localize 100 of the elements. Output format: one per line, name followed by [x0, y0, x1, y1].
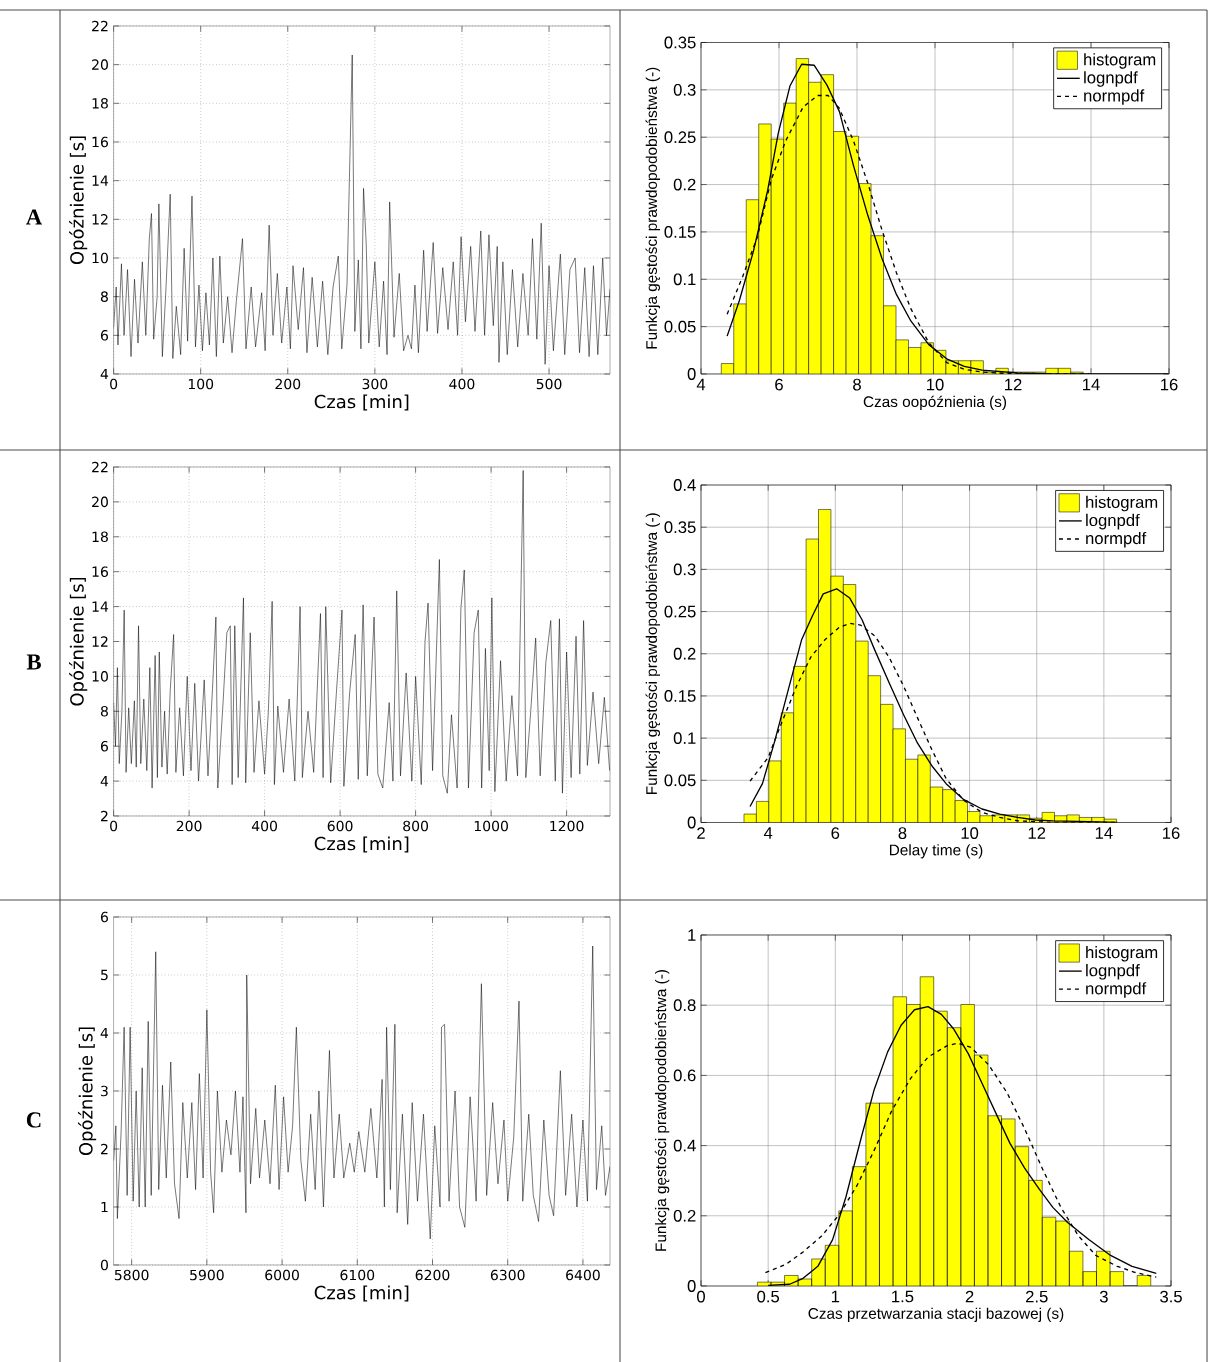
y-tick-label: 0	[687, 368, 696, 380]
x-tick-label: 16	[1161, 378, 1178, 391]
y-tick-label: 0.3	[673, 563, 696, 576]
y-tick-label: 0.6	[673, 1069, 696, 1082]
x-tick-label: 5800	[114, 1269, 149, 1281]
x-tick-label: 5900	[190, 1269, 224, 1281]
y-tick-label: 18	[92, 98, 108, 109]
y-tick-label: 3	[101, 1085, 108, 1097]
legend-label: lognpdf	[1086, 513, 1140, 530]
x-tick-label: 6300	[490, 1269, 525, 1281]
x-tick-label: 10	[961, 827, 979, 840]
x-tick-label: 6200	[415, 1269, 450, 1281]
y-tick-label: 4	[100, 1027, 109, 1039]
legend-label: lognpdf	[1086, 964, 1140, 980]
x-tick-label: 4	[696, 378, 706, 391]
legend-label: histogram	[1086, 495, 1158, 512]
y-tick-label: 0.1	[673, 273, 696, 286]
y-tick-label: 4	[100, 775, 109, 787]
x-tick-label: 8	[898, 827, 907, 840]
y-tick-label: 0.2	[673, 178, 696, 191]
x-axis-title: Czas oopóźnienia (s)	[863, 395, 1007, 411]
y-tick-label: 6	[100, 740, 108, 752]
text: C	[26, 1112, 41, 1128]
x-tick-label: 1	[831, 1290, 840, 1303]
legend-label: histogram	[1086, 945, 1158, 962]
x-tick-label: 3	[1099, 1290, 1108, 1303]
y-tick-label: 0.2	[673, 647, 696, 660]
y-axis-title: Opóźnienie [s]	[69, 577, 88, 706]
x-tick-label: 12	[1005, 378, 1022, 391]
text: A	[26, 209, 43, 225]
legend-label: lognpdf	[1084, 71, 1138, 87]
x-tick-label: 6	[831, 827, 840, 840]
x-tick-label: 400	[449, 378, 475, 390]
legend-label: normpdf	[1084, 89, 1145, 105]
y-axis-title: Opóźnienie [s]	[77, 1027, 97, 1156]
y-tick-label: 0.25	[664, 605, 696, 618]
x-tick-label: 0.5	[757, 1290, 780, 1303]
y-tick-label: 0.8	[673, 999, 696, 1012]
y-tick-label: 6	[100, 911, 108, 923]
x-tick-label: 6400	[566, 1269, 600, 1281]
y-tick-label: 12	[92, 214, 108, 225]
y-tick-label: 0.15	[664, 226, 696, 238]
x-tick-label: 6100	[340, 1269, 375, 1281]
x-tick-label: 0	[110, 378, 118, 390]
y-tick-label: 0.05	[664, 774, 696, 787]
y-tick-label: 10	[92, 252, 108, 264]
x-tick-label: 2	[965, 1290, 974, 1303]
x-axis-title: Czas przetwarzania stacji bazowej (s)	[808, 1307, 1064, 1322]
y-tick-label: 0.35	[664, 36, 696, 49]
y-tick-label: 22	[92, 20, 108, 32]
y-tick-label: 0	[687, 1280, 696, 1292]
x-axis-title: Czas [min]	[314, 836, 409, 853]
y-tick-label: 20	[92, 496, 108, 508]
x-tick-label: 400	[251, 820, 278, 832]
y-tick-label: 16	[92, 566, 108, 577]
x-tick-label: 16	[1163, 827, 1180, 840]
y-axis-title: Funkcja gęstości prawdopodobieństwa (-)	[645, 67, 661, 349]
y-tick-label: 18	[92, 531, 108, 543]
y-axis-title: Funkcja gęstości prawdopodobieństwa (-)	[645, 513, 661, 794]
legend-label: histogram	[1084, 53, 1156, 69]
legend-label: normpdf	[1086, 531, 1147, 548]
x-axis-title: Delay time (s)	[889, 844, 983, 859]
y-tick-label: 8	[100, 705, 108, 717]
x-tick-label: 2	[697, 827, 705, 839]
y-axis-title: Opóźnienie [s]	[69, 136, 88, 265]
y-tick-label: 20	[92, 59, 108, 70]
y-tick-label: 10	[92, 671, 108, 682]
x-tick-label: 6000	[265, 1269, 299, 1281]
x-tick-label: 1000	[474, 820, 508, 832]
y-tick-label: 4	[100, 368, 109, 380]
y-tick-label: 5	[101, 969, 108, 981]
y-tick-label: 0.15	[664, 690, 696, 702]
y-tick-label: 0.4	[673, 479, 696, 491]
y-tick-label: 2	[101, 810, 108, 822]
y-tick-label: 0	[100, 1259, 108, 1271]
legend-label: normpdf	[1086, 982, 1147, 998]
y-tick-label: 16	[92, 136, 108, 148]
x-tick-label: 1200	[550, 820, 584, 832]
y-tick-label: 2	[101, 1143, 108, 1155]
x-tick-label: 2.5	[1025, 1290, 1048, 1303]
y-tick-label: 14	[92, 601, 109, 612]
x-tick-label: 6	[775, 378, 783, 391]
y-axis-title: Funkcja gęstości prawdopodobieństwa (-)	[654, 970, 670, 1251]
x-tick-label: 4	[763, 827, 773, 839]
y-tick-label: 0.05	[664, 320, 696, 333]
x-tick-label: 1.5	[892, 1290, 914, 1303]
x-tick-label: 800	[403, 820, 429, 832]
y-tick-label: 0.1	[673, 732, 696, 745]
y-tick-label: 6	[100, 330, 108, 341]
x-tick-label: 500	[536, 378, 562, 390]
x-axis-title: Czas [min]	[314, 394, 409, 411]
y-tick-label: 0.4	[673, 1139, 696, 1152]
y-tick-label: 0.35	[664, 521, 696, 534]
x-tick-label: 10	[927, 378, 944, 391]
y-tick-label: 0.25	[664, 131, 696, 144]
text: B	[26, 654, 41, 670]
x-tick-label: 600	[327, 820, 353, 832]
y-tick-label: 12	[92, 636, 108, 647]
x-axis-title: Czas [min]	[314, 1285, 409, 1302]
y-tick-label: 14	[92, 175, 109, 186]
